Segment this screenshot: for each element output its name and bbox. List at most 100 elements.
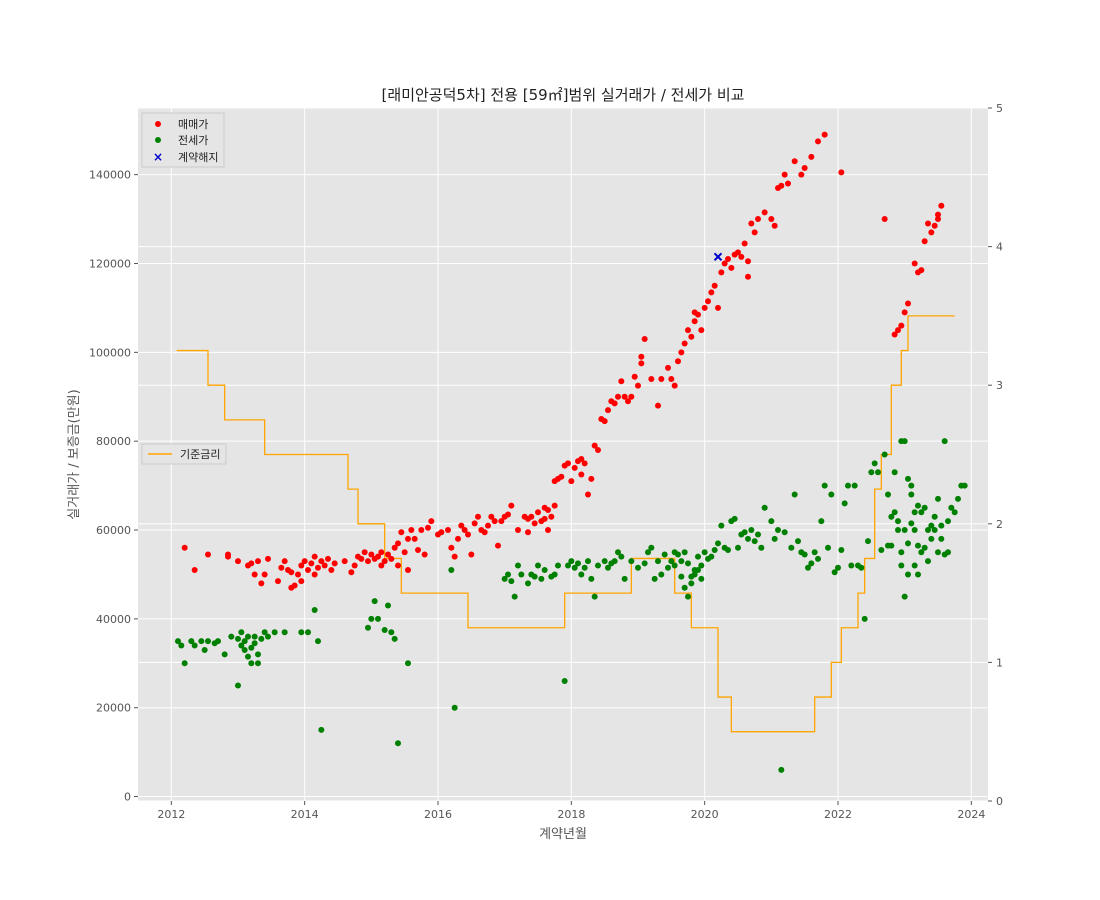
jeonse-point	[761, 504, 768, 511]
jeonse-point	[561, 678, 568, 685]
axes: 2012 2014 2016 2018 2020 2022 2024020000400006…	[89, 102, 1003, 821]
cancel-point	[713, 252, 723, 262]
y2-tick-label: 4	[996, 241, 1003, 254]
jeonse-point	[911, 527, 918, 534]
jeonse-point	[711, 547, 718, 554]
sale-point	[461, 527, 468, 534]
jeonse-point	[571, 564, 578, 571]
jeonse-point	[915, 571, 921, 578]
jeonse-point	[871, 460, 878, 467]
sale-point	[565, 460, 571, 467]
y2-tick-label: 5	[996, 102, 1003, 115]
jeonse-point	[588, 575, 595, 582]
sale-point	[585, 491, 591, 498]
y2-tick-label: 3	[996, 379, 1003, 392]
jeonse-point	[911, 562, 918, 569]
jeonse-point	[661, 551, 668, 558]
jeonse-point	[245, 633, 251, 640]
sale-point	[798, 171, 805, 178]
jeonse-point	[781, 529, 788, 536]
legend-marker-jeonse	[155, 137, 161, 143]
jeonse-point	[865, 538, 871, 545]
sale-point	[761, 209, 768, 216]
sale-point	[415, 547, 421, 554]
sale-point	[308, 560, 315, 567]
jeonse-point	[525, 580, 531, 587]
sale-point	[738, 253, 745, 260]
jeonse-point	[508, 578, 515, 585]
jeonse-point	[641, 560, 648, 567]
jeonse-point	[251, 633, 258, 640]
jeonse-point	[251, 640, 258, 647]
jeonse-point	[605, 564, 611, 571]
jeonse-point	[248, 660, 255, 667]
sale-point	[311, 571, 318, 578]
sale-point	[801, 164, 808, 171]
jeonse-point	[448, 567, 455, 573]
jeonse-point	[805, 564, 811, 571]
jeonse-point	[695, 553, 701, 560]
jeonse-point	[921, 504, 928, 511]
jeonse-point	[505, 571, 511, 578]
sale-point	[691, 318, 698, 325]
jeonse-point	[731, 515, 738, 522]
jeonse-point	[961, 482, 968, 489]
jeonse-point	[575, 560, 581, 567]
sale-point	[548, 513, 555, 520]
jeonse-point	[678, 558, 685, 565]
jeonse-point	[698, 562, 705, 569]
x-tick-label: 2018	[557, 808, 585, 821]
sale-point	[695, 311, 701, 318]
jeonse-point	[755, 531, 761, 538]
jeonse-point	[235, 682, 241, 689]
sale-point	[495, 542, 501, 549]
sale-point	[458, 522, 465, 529]
jeonse-point	[935, 495, 941, 502]
sale-point	[728, 264, 735, 271]
jeonse-point	[501, 575, 508, 582]
jeonse-point	[905, 540, 911, 547]
sale-point	[768, 216, 775, 223]
sale-point	[488, 513, 495, 520]
jeonse-point	[825, 544, 831, 551]
jeonse-point	[925, 527, 931, 534]
jeonse-point	[315, 638, 321, 645]
sale-point	[281, 558, 288, 565]
chart-title: [래미안공덕5차] 전용 [59㎡]범위 실거래가 / 전세가 비교	[382, 86, 745, 104]
sale-point	[681, 340, 688, 347]
sale-point	[935, 211, 941, 218]
jeonse-point	[391, 635, 398, 642]
jeonse-point	[671, 562, 678, 569]
jeonse-point	[701, 549, 708, 556]
legend-marker-cancel: ×	[153, 150, 163, 164]
sale-point	[348, 569, 355, 576]
jeonse-point	[385, 602, 391, 609]
sale-point	[711, 282, 718, 289]
y-tick-label: 120000	[89, 257, 131, 270]
x-axis-label: 계약년월	[539, 827, 587, 842]
x-tick-label: 2024	[957, 808, 985, 821]
sale-point	[291, 582, 298, 589]
sale-point	[491, 518, 498, 525]
jeonse-point	[868, 469, 875, 476]
sale-point	[705, 298, 711, 305]
sale-point	[628, 393, 635, 400]
sale-point	[255, 558, 261, 565]
jeonse-point	[931, 513, 938, 520]
jeonse-point	[891, 469, 898, 476]
jeonse-point	[845, 482, 851, 489]
sale-point	[921, 238, 928, 245]
jeonse-point	[228, 633, 235, 640]
sale-point	[205, 551, 211, 558]
jeonse-point	[751, 538, 758, 545]
sale-point	[715, 304, 721, 311]
jeonse-point	[878, 547, 885, 554]
jeonse-point	[691, 567, 698, 573]
jeonse-point	[595, 562, 601, 569]
sale-point	[455, 535, 461, 542]
y-tick-label: 0	[124, 791, 131, 804]
jeonse-point	[248, 644, 255, 651]
sale-point	[328, 567, 335, 573]
jeonse-point	[551, 571, 558, 578]
x-tick-label: 2022	[824, 808, 852, 821]
